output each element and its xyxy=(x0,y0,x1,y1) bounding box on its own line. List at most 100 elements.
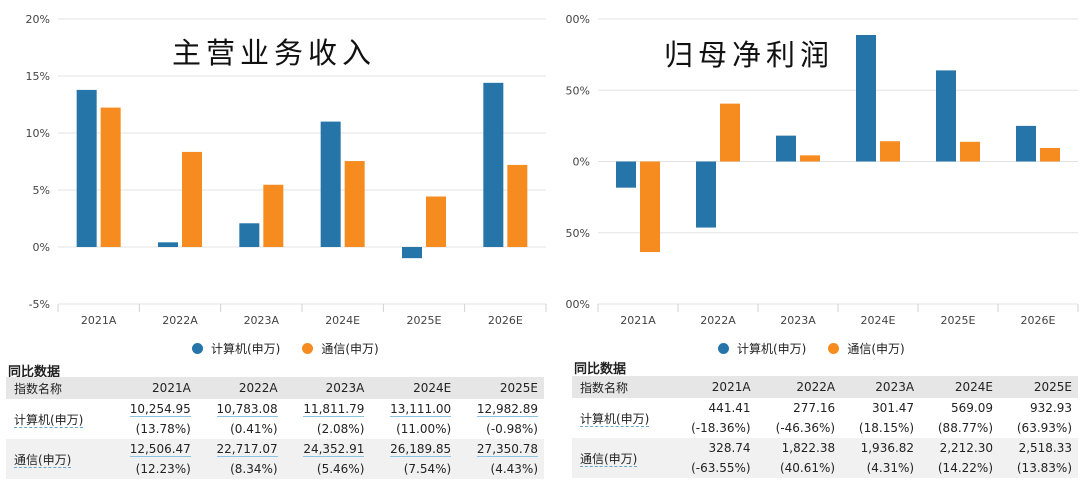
y-tick-label: 0% xyxy=(33,241,50,254)
x-tick-label: 2022A xyxy=(700,314,736,327)
bar-telecom xyxy=(1040,147,1060,162)
bar-computer xyxy=(158,242,178,247)
bar-computer xyxy=(936,70,956,162)
row-label-telecom[interactable]: 通信(申万) xyxy=(6,439,110,479)
table-cell: 10,783.08 xyxy=(196,399,284,419)
y-tick-label: 0% xyxy=(573,156,590,169)
x-tick-label: 2025E xyxy=(407,314,442,327)
legend-item-computer: 计算机(申万) xyxy=(192,340,280,357)
legend-swatch-telecom xyxy=(828,343,840,354)
legend-item-telecom: 通信(申万) xyxy=(828,340,905,357)
table-cell: (14.22%) xyxy=(920,458,999,478)
x-tick-label: 2024E xyxy=(861,314,896,327)
bar-telecom xyxy=(100,107,121,247)
legend-swatch-computer xyxy=(718,343,729,354)
table-row-computer-values: 计算机(申万) 10,254.95 10,783.08 11,811.79 13… xyxy=(6,399,544,439)
header-2025e: 2025E xyxy=(457,377,544,399)
row-label-computer[interactable]: 计算机(申万) xyxy=(572,398,672,438)
net-profit-panel: -100%-50%0%50%100%2021A2022A2023A2024E20… xyxy=(566,0,1080,492)
legend-swatch-computer xyxy=(192,343,203,354)
bar-computer xyxy=(856,35,876,162)
y-tick-label: -5% xyxy=(29,298,50,311)
y-tick-label: 5% xyxy=(33,184,50,197)
table-cell: 441.41 xyxy=(672,398,757,418)
x-tick-label: 2021A xyxy=(620,314,656,327)
table-cell: 1,936.82 xyxy=(841,438,921,458)
revenue-chart-title: 主营业务收入 xyxy=(172,36,377,70)
bar-telecom xyxy=(800,155,820,162)
bar-computer xyxy=(696,161,716,228)
bar-computer xyxy=(320,121,341,247)
header-index-name: 指数名称 xyxy=(572,376,672,398)
bar-computer xyxy=(76,89,97,248)
table-row-telecom-values: 通信(申万) 328.74 1,822.38 1,936.82 2,212.30… xyxy=(572,438,1078,478)
table-cell: (13.83%) xyxy=(999,458,1078,478)
header-2025e: 2025E xyxy=(999,376,1078,398)
table-cell: (40.61%) xyxy=(756,458,842,478)
bar-telecom xyxy=(880,141,900,162)
legend-item-computer: 计算机(申万) xyxy=(718,340,806,357)
bar-computer xyxy=(483,82,504,247)
y-tick-label: 50% xyxy=(566,84,590,97)
y-tick-label: 10% xyxy=(26,127,50,140)
table-cell: 26,189.85 xyxy=(370,439,458,459)
x-tick-label: 2026E xyxy=(1021,314,1056,327)
bar-computer xyxy=(776,135,796,162)
row-label-computer[interactable]: 计算机(申万) xyxy=(6,399,110,439)
table-cell: (-63.55%) xyxy=(672,458,757,478)
table-row-computer-values: 计算机(申万) 441.41 277.16 301.47 569.09 932.… xyxy=(572,398,1078,438)
table-cell: 932.93 xyxy=(999,398,1078,418)
legend-label-telecom: 通信(申万) xyxy=(321,342,379,356)
x-tick-label: 2022A xyxy=(162,314,198,327)
y-tick-label: 100% xyxy=(566,13,590,26)
table-cell: (4.31%) xyxy=(841,458,921,478)
row-label-telecom[interactable]: 通信(申万) xyxy=(572,438,672,478)
header-index-name: 指数名称 xyxy=(6,377,110,399)
revenue-panel: -5% 0% 5% 10% 15% 20% 2021A 2022A 2023A 2024E 2025… xyxy=(6,13,547,479)
table-cell: 2,518.33 xyxy=(999,438,1078,458)
table-cell: 569.09 xyxy=(920,398,999,418)
table-row-computer-pct: (13.78%) (0.41%) (2.08%) (11.00%) (-0.98… xyxy=(6,419,544,439)
y-tick-label: 15% xyxy=(26,70,50,83)
bar-computer xyxy=(616,161,636,188)
legend-label-telecom: 通信(申万) xyxy=(847,342,905,356)
y-tick-label: -100% xyxy=(566,298,590,311)
header-2021a: 2021A xyxy=(110,377,197,399)
legend-swatch-telecom xyxy=(302,343,314,354)
table-cell: (88.77%) xyxy=(920,418,999,438)
table-cell: 27,350.78 xyxy=(457,439,544,459)
table-cell: (-18.36%) xyxy=(672,418,757,438)
table-cell: 22,717.07 xyxy=(196,439,284,459)
table-cell: 12,506.47 xyxy=(110,439,197,459)
header-2022a: 2022A xyxy=(196,377,284,399)
x-tick-label: 2025E xyxy=(941,314,976,327)
table-cell: (0.41%) xyxy=(196,419,284,439)
bar-computer xyxy=(239,223,260,247)
table-row-computer-pct: (-18.36%) (-46.36%) (18.15%) (88.77%) (6… xyxy=(572,418,1078,438)
header-2022a: 2022A xyxy=(756,376,842,398)
header-2023a: 2023A xyxy=(283,377,371,399)
table-cell: 1,822.38 xyxy=(756,438,842,458)
bar-computer xyxy=(1016,125,1036,162)
bar-telecom xyxy=(182,151,202,247)
header-2024e: 2024E xyxy=(920,376,999,398)
table-header-row: 指数名称 2021A 2022A 2023A 2024E 2025E xyxy=(6,377,544,399)
header-2021a: 2021A xyxy=(672,376,757,398)
table-cell: 301.47 xyxy=(841,398,921,418)
table-cell: (63.93%) xyxy=(999,418,1078,438)
y-tick-label: -50% xyxy=(566,227,590,240)
net-profit-yoy-table: 指数名称 2021A 2022A 2023A 2024E 2025E 计算机(申… xyxy=(572,376,1078,478)
table-cell: (18.15%) xyxy=(841,418,921,438)
x-tick-label: 2021A xyxy=(81,314,117,327)
bar-computer xyxy=(402,247,422,259)
revenue-chart-legend: 计算机(申万) 通信(申万) xyxy=(192,340,401,357)
x-tick-label: 2023A xyxy=(780,314,816,327)
net-profit-chart-title: 归母净利润 xyxy=(664,38,835,72)
legend-label-computer: 计算机(申万) xyxy=(211,342,281,356)
x-tick-label: 2023A xyxy=(244,314,280,327)
bar-telecom xyxy=(426,196,446,247)
table-cell: (8.34%) xyxy=(196,459,284,479)
net-profit-table-title: 同比数据 xyxy=(574,362,627,377)
net-profit-growth-chart: -100% -50% 0% 50% 100% 2021A 2022A 2023A 2024E 20… xyxy=(566,13,1079,327)
revenue-yoy-table: 指数名称 2021A 2022A 2023A 2024E 2025E 计算机(申… xyxy=(6,377,544,479)
